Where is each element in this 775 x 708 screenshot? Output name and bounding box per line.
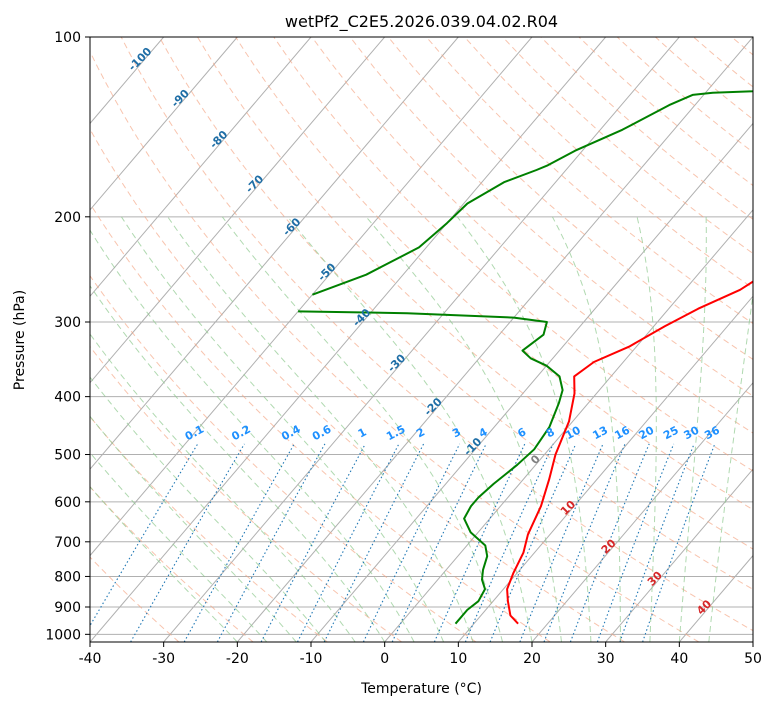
y-tick-label: 300 — [54, 315, 81, 331]
dry-adiabat — [120, 37, 753, 632]
background-lines — [90, 37, 753, 642]
moist-adiabat — [636, 216, 657, 642]
mixing-ratio-line — [433, 443, 526, 642]
mixing-ratio-line — [464, 443, 554, 642]
y-tick-label: 400 — [54, 390, 81, 406]
x-tick-label: 30 — [597, 651, 615, 667]
isotherm-line — [457, 295, 753, 642]
isotherm-line — [90, 37, 312, 298]
y-tick-label: 500 — [54, 448, 81, 464]
moist-adiabat — [90, 451, 268, 642]
isotherm-line — [90, 37, 607, 642]
mixing-ratio-line — [323, 443, 425, 642]
isotherm-line — [605, 468, 753, 642]
mixing-ratio-line — [297, 443, 400, 642]
dry-adiabat — [90, 128, 625, 642]
mixing-ratio-line — [391, 443, 487, 642]
dry-adiabat — [90, 50, 700, 642]
y-tick-label: 700 — [54, 535, 81, 551]
moist-adiabat — [90, 285, 386, 642]
isotherm-line — [90, 37, 533, 557]
plot-frame — [89, 36, 754, 643]
moist-adiabat — [287, 216, 533, 642]
dry-adiabat — [540, 37, 753, 220]
x-tick-label: -20 — [226, 651, 249, 667]
dry-adiabat — [273, 37, 753, 472]
x-tick-label: -40 — [79, 651, 102, 667]
moist-adiabat — [708, 290, 753, 642]
x-tick-label: 50 — [744, 651, 762, 667]
dry-adiabat — [90, 202, 551, 642]
temperature-profile — [506, 280, 753, 625]
moist-adiabat — [456, 216, 592, 642]
mixing-ratio-line — [260, 443, 366, 642]
moist-adiabat — [90, 415, 297, 642]
y-tick-label: 800 — [54, 569, 81, 585]
moist-adiabat — [365, 216, 562, 642]
moist-adiabat — [221, 216, 503, 642]
moist-adiabat — [90, 376, 327, 642]
mixing-ratio-line — [362, 443, 461, 642]
moist-adiabat — [90, 229, 415, 642]
dry-adiabat — [578, 37, 753, 187]
mixing-ratio-label: 20 — [637, 423, 657, 442]
y-tick-label: 100 — [54, 30, 81, 46]
y-tick-label: 900 — [54, 600, 81, 616]
mixing-ratio-line — [619, 443, 695, 642]
isotherm-line — [531, 381, 753, 642]
mixing-ratio-line — [183, 443, 295, 642]
mixing-ratio-label: 36 — [702, 423, 722, 442]
isotherm-line — [163, 37, 680, 642]
moist-adiabat — [120, 216, 445, 642]
dry-adiabat — [90, 345, 402, 642]
axes: -40 -30 -20 -10 0 10 20 30 40 50 100 200 300 400 500 60… — [45, 30, 762, 667]
isotherm-line — [236, 37, 753, 642]
x-axis-label: Temperature (°C) — [360, 681, 482, 697]
x-tick-label: 10 — [449, 651, 467, 667]
profile-lines — [298, 90, 753, 625]
y-tick-label: 600 — [54, 495, 81, 511]
dry-adiabat — [197, 37, 753, 550]
isotherm-line — [90, 37, 386, 384]
x-tick-label: -30 — [152, 651, 175, 667]
mixing-ratio-label: 16 — [612, 423, 632, 442]
dry-adiabat — [311, 37, 753, 434]
dry-adiabat — [90, 274, 477, 642]
mixing-ratio-line — [642, 443, 716, 642]
moist-adiabat — [90, 486, 238, 642]
y-tick-label: 1000 — [45, 627, 81, 643]
isotherm-line — [310, 122, 753, 642]
x-tick-label: 0 — [380, 651, 389, 667]
mixing-ratio-line — [569, 443, 650, 642]
mixing-ratio-label: 25 — [661, 424, 681, 443]
mixing-ratio-label: 10 — [563, 423, 583, 442]
y-axis-label: Pressure (hPa) — [12, 290, 28, 390]
moist-adiabat — [167, 216, 474, 642]
mixing-ratio-label: 30 — [682, 423, 702, 442]
moist-adiabat — [678, 216, 707, 642]
y-tick-label: 200 — [54, 210, 81, 226]
mixing-ratio-label: 13 — [590, 424, 610, 443]
dewpoint-profile — [298, 310, 564, 625]
dry-adiabat — [158, 37, 753, 590]
moist-adiabat — [90, 333, 356, 642]
x-tick-label: 40 — [670, 651, 688, 667]
mixing-ratio-line — [216, 443, 326, 642]
dry-adiabat — [426, 37, 753, 325]
moist-adiabat — [551, 216, 621, 642]
dewpoint-profile — [312, 90, 753, 296]
chart-title: wetPf2_C2E5.2026.039.04.02.R04 — [285, 12, 558, 32]
dry-adiabat — [387, 37, 753, 360]
x-tick-label: 20 — [523, 651, 541, 667]
dry-adiabat — [235, 37, 753, 511]
mixing-ratio-line — [596, 443, 675, 642]
dry-adiabat — [90, 486, 254, 642]
isotherm-line — [90, 37, 238, 211]
x-tick-label: -10 — [300, 651, 323, 667]
isotherm-line — [90, 37, 459, 470]
